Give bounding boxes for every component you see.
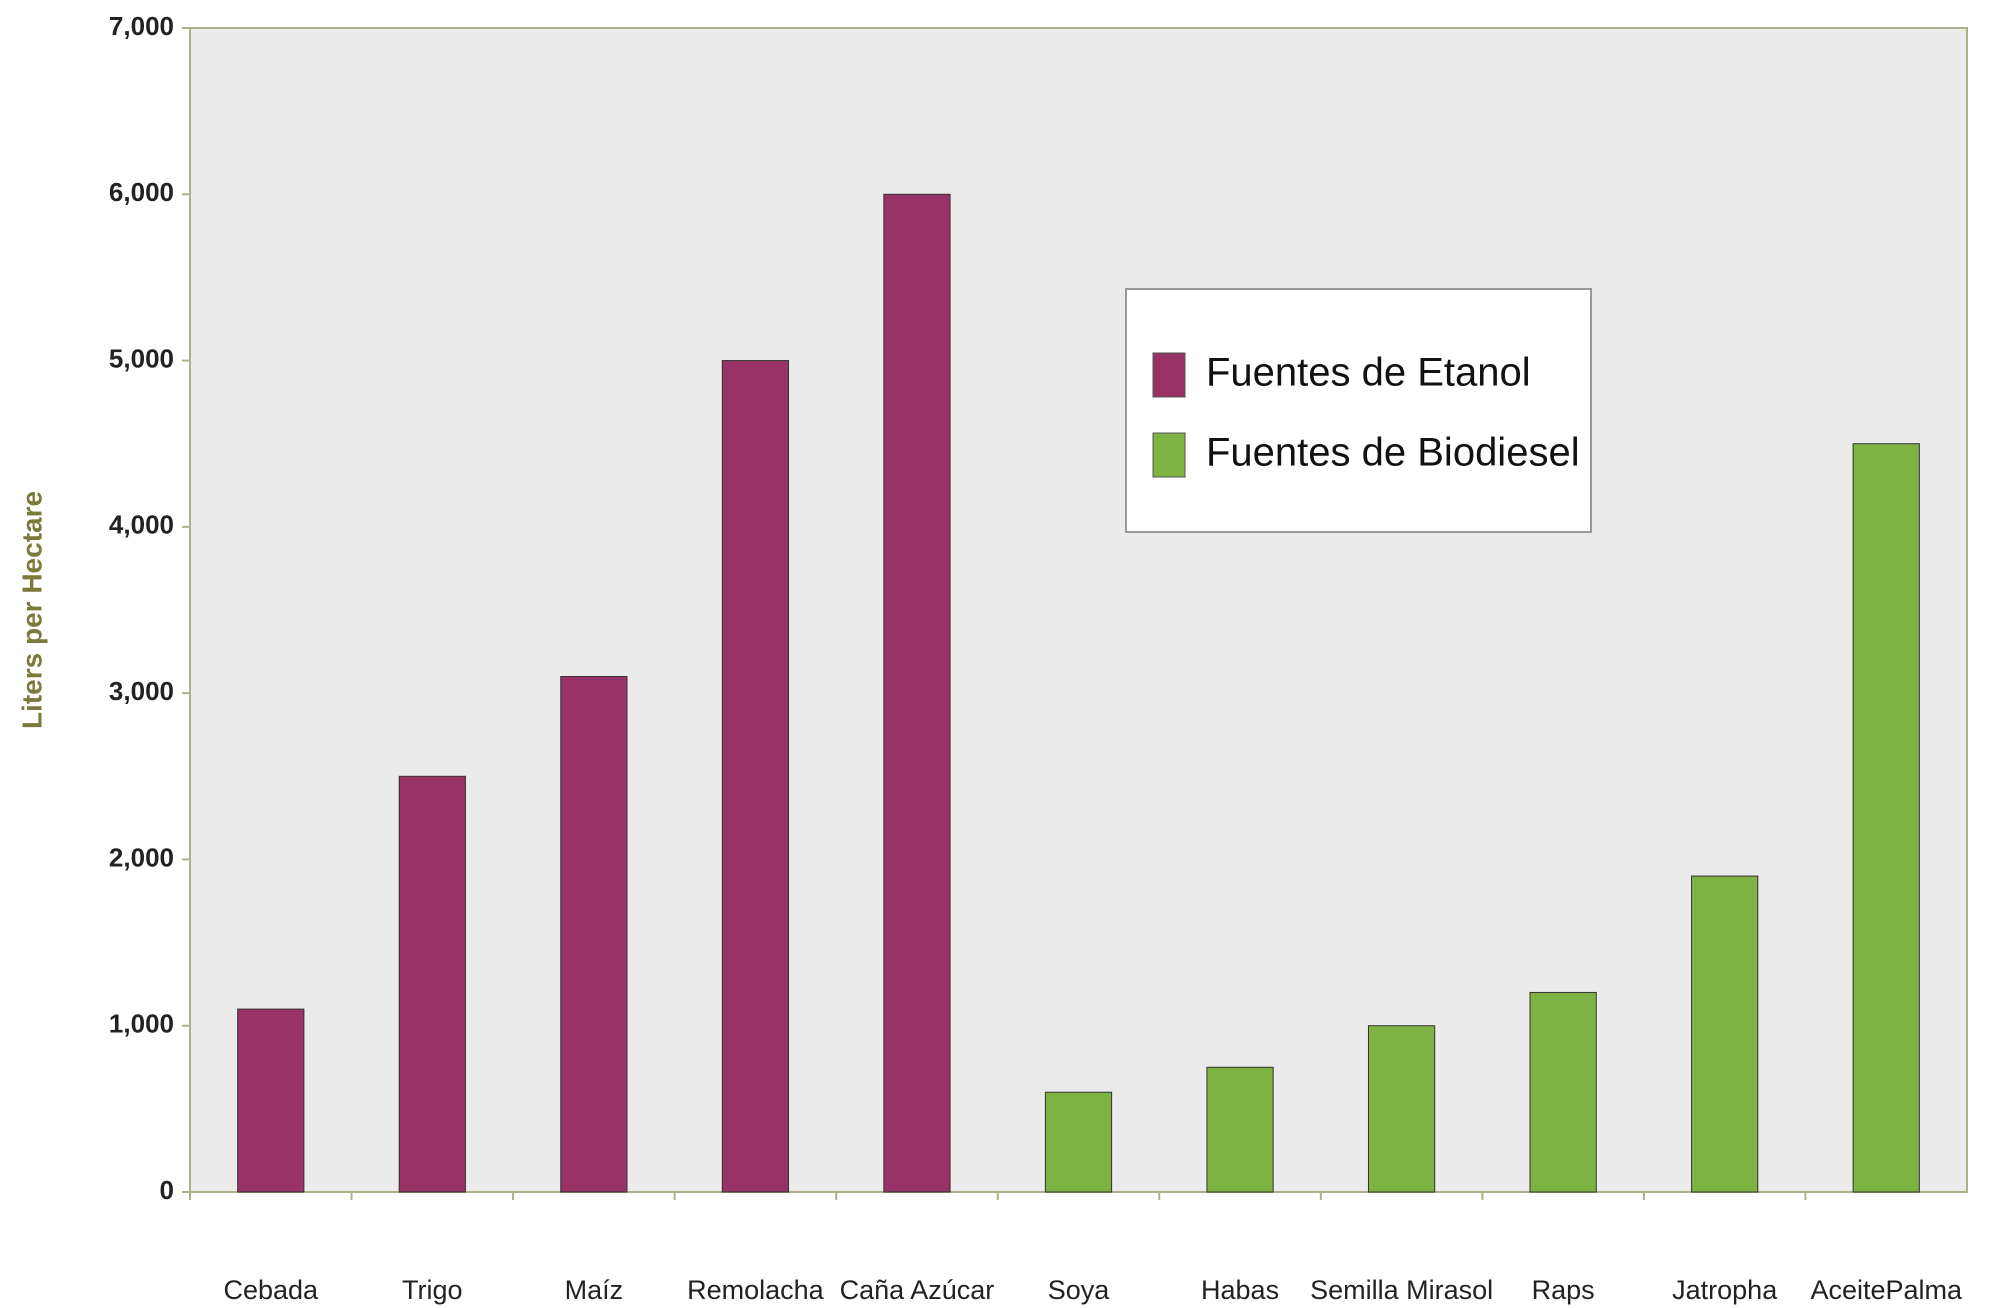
x-tick-label: Soya — [1048, 1275, 1111, 1305]
bar — [721, 360, 790, 1193]
bar — [1852, 443, 1920, 1193]
bar — [237, 1008, 305, 1193]
x-tick-label: Remolacha — [687, 1275, 825, 1305]
y-tick-label: 2,000 — [109, 842, 174, 872]
x-tick-label: Semilla Mirasol — [1310, 1275, 1493, 1305]
plot-area — [189, 27, 1968, 1193]
x-tick-label: Habas — [1201, 1275, 1279, 1305]
y-tick-label: 5,000 — [109, 343, 174, 373]
y-tick-label: 3,000 — [109, 676, 174, 706]
legend-label: Fuentes de Etanol — [1206, 351, 1531, 395]
legend-swatch — [1152, 352, 1186, 398]
x-tick-label: Trigo — [402, 1275, 463, 1305]
legend-label: Fuentes de Biodiesel — [1206, 431, 1580, 475]
legend-swatch — [1152, 432, 1186, 478]
bar — [398, 775, 466, 1193]
bar — [883, 193, 951, 1193]
x-tick-label: AceitePalma — [1810, 1275, 1963, 1305]
bar — [1529, 991, 1597, 1193]
bar — [1044, 1091, 1113, 1193]
y-tick-label: 1,000 — [109, 1009, 174, 1039]
x-tick-label: Maíz — [565, 1275, 624, 1305]
y-tick-label: 6,000 — [109, 177, 174, 207]
bar — [1691, 875, 1759, 1193]
y-tick-label: 4,000 — [109, 510, 174, 540]
x-tick-label: Raps — [1532, 1275, 1595, 1305]
legend-box — [1125, 288, 1592, 533]
x-tick-label: Caña Azúcar — [840, 1275, 995, 1305]
bar — [1206, 1066, 1274, 1193]
y-tick-label: 0 — [160, 1175, 174, 1205]
bar — [1367, 1025, 1436, 1193]
x-tick-label: Jatropha — [1672, 1275, 1778, 1305]
y-axis-label: Liters per Hectare — [16, 491, 47, 729]
bar — [560, 676, 628, 1193]
x-tick-label: Cebada — [223, 1275, 319, 1305]
y-tick-label: 7,000 — [109, 11, 174, 41]
